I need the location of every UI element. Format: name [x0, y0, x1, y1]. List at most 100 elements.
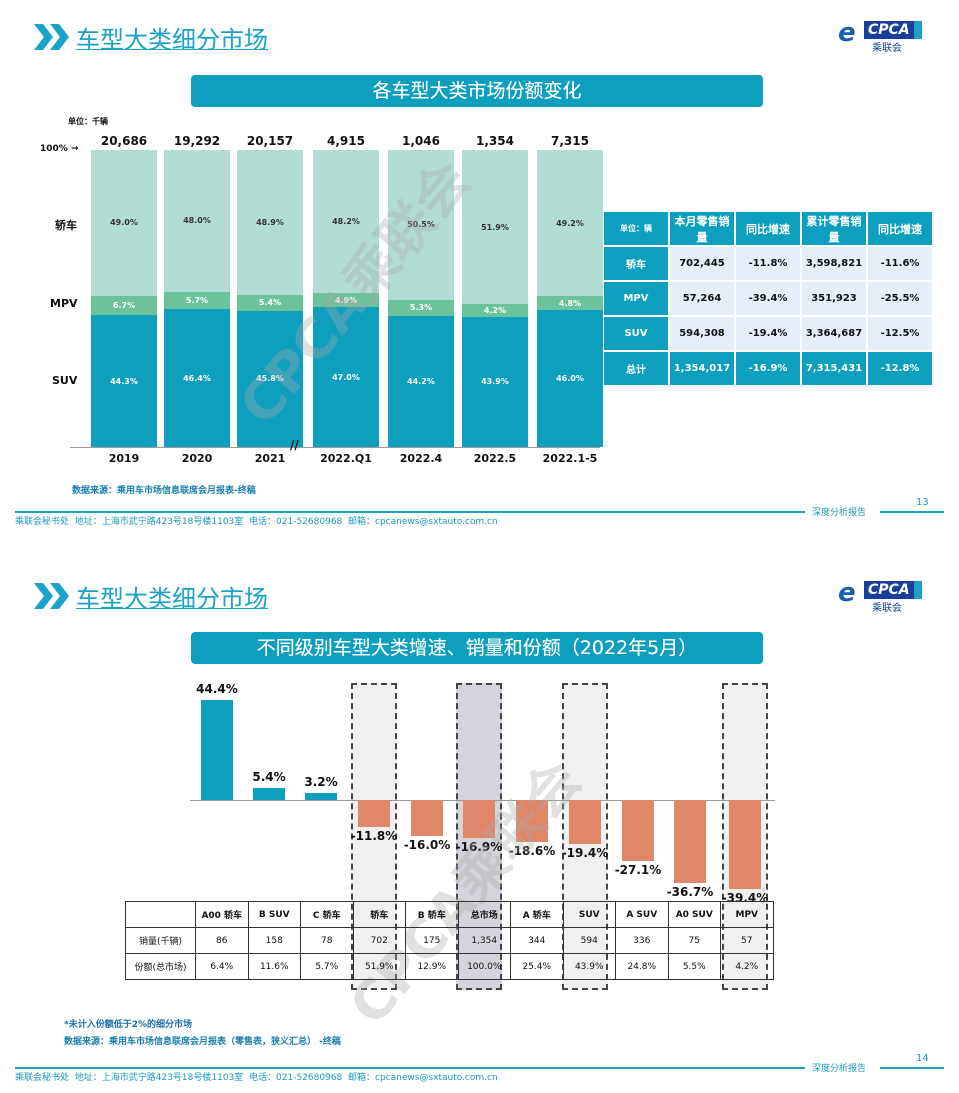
table-cell: 单位：辆	[604, 212, 668, 245]
table-cell: 344	[510, 927, 564, 954]
data-label: 3.2%	[304, 774, 338, 789]
table-cell: 1,354,017	[670, 352, 734, 385]
bar	[622, 800, 654, 861]
table-cell: -11.6%	[868, 247, 932, 280]
table-cell: 336	[615, 927, 669, 954]
x-tick-label: 2022.5	[473, 452, 517, 465]
footer-tag: 深度分析报告	[812, 508, 867, 518]
total-label: 7,315	[551, 134, 589, 148]
table-cell: -11.8%	[736, 247, 800, 280]
total-label: 4,915	[327, 134, 365, 148]
table-cell: SUV	[604, 317, 668, 350]
data-label: -36.7%	[666, 884, 714, 899]
banner-text: 不同级别车型大类增速、销量和份额（2022年5月）	[256, 637, 698, 659]
x-tick-label: 2022.Q1	[320, 452, 372, 465]
bar	[729, 800, 761, 889]
chevron-icon	[34, 24, 69, 50]
table-cell: SUV	[562, 901, 616, 928]
data-label: 44.4%	[196, 682, 238, 697]
bar	[674, 800, 706, 883]
table-cell: 6.4%	[195, 953, 249, 980]
table-cell: A00 轿车	[195, 901, 249, 928]
banner-text: 各车型大类市场份额变化	[372, 80, 582, 102]
table-cell: MPV	[604, 282, 668, 315]
bar	[411, 800, 443, 836]
data-label: -16.9%	[455, 840, 503, 855]
footnote: *未计入份额低于2%的细分市场	[64, 1020, 192, 1030]
data-label: -11.8%	[350, 828, 398, 843]
table-row: 份额(总市场) 6.4% 11.6% 5.7% 51.9% 12.9% 100.0% 25.4…	[125, 953, 774, 980]
page-number: 13	[916, 497, 929, 508]
chart-title: 各车型大类市场份额变化	[372, 80, 582, 102]
x-tick-label: 2021	[254, 452, 286, 465]
table-cell	[125, 901, 196, 928]
table-cell: 3,364,687	[802, 317, 866, 350]
bar-segment-suv: 47.0%	[313, 307, 379, 447]
footer-line	[15, 1067, 805, 1069]
source-note: 数据来源：乘用车市场信息联席会月报表（零售表，狭义汇总） -终稿	[64, 1037, 341, 1047]
chart-title: 不同级别车型大类增速、销量和份额（2022年5月）	[256, 637, 698, 659]
table-cell: 57,264	[670, 282, 734, 315]
table-cell: 86	[195, 927, 249, 954]
bar-segment-sedan: 49.2%	[537, 150, 603, 297]
bar-segment-suv: 43.9%	[462, 316, 528, 447]
table-cell: 4.2%	[720, 953, 774, 980]
table-row: SUV 594,308 -19.4% 3,364,687 -12.5%	[604, 317, 932, 350]
table-cell: -19.4%	[736, 317, 800, 350]
footer-line	[15, 511, 805, 513]
table-cell: 7,315,431	[802, 352, 866, 385]
table-cell: 594	[562, 927, 616, 954]
bar-segment-mpv: 4.2%	[462, 304, 528, 317]
table-cell: 11.6%	[247, 953, 301, 980]
table-cell: 销量(千辆)	[125, 927, 196, 954]
chart-banner: 不同级别车型大类增速、销量和份额（2022年5月） 不同级别车型大类增速、销量和…	[191, 632, 763, 664]
table-cell: -39.4%	[736, 282, 800, 315]
table-cell: 5.5%	[667, 953, 721, 980]
axis-break-icon: //	[290, 438, 299, 452]
table-cell: 100.0%	[457, 953, 511, 980]
table-cell: A0 SUV	[667, 901, 721, 928]
bar-segment-sedan: 51.9%	[462, 150, 528, 305]
table-cell: 702	[352, 927, 406, 954]
x-axis	[70, 447, 600, 448]
bar-segment-sedan: 48.2%	[313, 149, 379, 293]
table-cell: 累计零售销量	[802, 212, 866, 245]
bar-segment-mpv: 4.8%	[537, 296, 603, 311]
bar-segment-sedan: 48.9%	[237, 149, 303, 295]
slide-title: 车型大类细分市场	[76, 585, 268, 613]
table-cell: 43.9%	[562, 953, 616, 980]
table-row: MPV 57,264 -39.4% 351,923 -25.5%	[604, 282, 932, 315]
slide-title: 车型大类细分市场	[76, 26, 268, 54]
data-label: -16.0%	[403, 838, 451, 852]
bar-segment-sedan: 49.0%	[91, 150, 157, 296]
table-cell: 轿车	[604, 247, 668, 280]
bar-segment-suv: 45.8%	[237, 310, 303, 447]
table-cell: 1,354	[457, 927, 511, 954]
table-row: 轿车 702,445 -11.8% 3,598,821 -11.6%	[604, 247, 932, 280]
table-cell: -12.8%	[868, 352, 932, 385]
y100-label: 100% →	[40, 144, 79, 154]
series-label-suv: SUV	[52, 374, 78, 387]
table-cell: B 轿车	[405, 901, 459, 928]
bar	[463, 800, 495, 839]
table-cell: 57	[720, 927, 774, 954]
bar-segment-mpv: 5.4%	[237, 294, 303, 311]
bar-segment-mpv: 6.7%	[91, 295, 157, 316]
table-cell: 份额(总市场)	[125, 953, 196, 980]
table-cell: -12.5%	[868, 317, 932, 350]
table-cell: 12.9%	[405, 953, 459, 980]
table-cell: 5.7%	[300, 953, 354, 980]
table-row: 单位：辆 本月零售销量 同比增速 累计零售销量 同比增速	[604, 212, 932, 245]
table-cell: 75	[667, 927, 721, 954]
bar-segment-sedan: 50.5%	[388, 150, 454, 300]
bar-segment-suv: 44.3%	[91, 315, 157, 447]
table-cell: 594,308	[670, 317, 734, 350]
unit-label: 单位：千辆	[68, 117, 108, 126]
bar-segment-mpv: 5.7%	[164, 292, 230, 310]
bar-segment-suv: 46.4%	[164, 309, 230, 447]
chart-banner: 各车型大类市场份额变化 各车型大类市场份额变化	[191, 75, 763, 107]
sales-table: 单位：辆 本月零售销量 同比增速 累计零售销量 同比增速 轿车 702,445 -11.8% 3…	[602, 210, 934, 387]
bar-segment-suv: 46.0%	[537, 310, 603, 447]
table-cell: 3,598,821	[802, 247, 866, 280]
bar	[253, 787, 285, 800]
